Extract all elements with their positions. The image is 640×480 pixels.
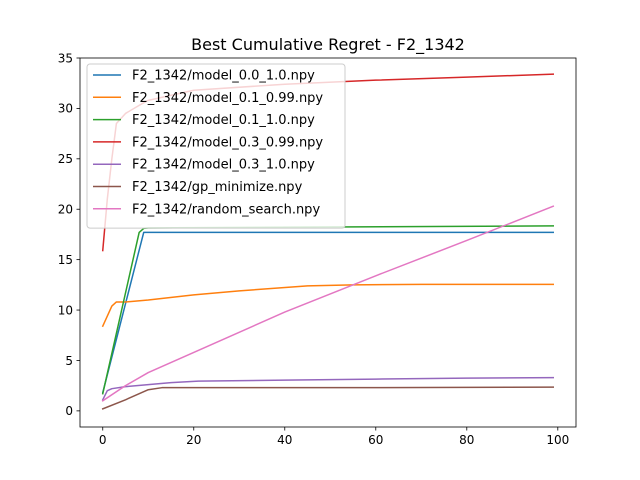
y-tick-label: 10 [58,303,73,317]
chart-title: Best Cumulative Regret - F2_1342 [191,35,465,55]
legend-label-4: F2_1342/model_0.3_1.0.npy [132,158,315,173]
legend-label-0: F2_1342/model_0.0_1.0.npy [132,69,315,84]
series-line-5 [101,386,555,410]
y-tick-label: 25 [58,152,73,166]
y-tick-label: 0 [65,404,73,418]
y-tick-label: 15 [58,253,73,267]
series-line-0 [101,231,554,394]
y-tick-label: 20 [58,203,73,217]
x-tick-label: 20 [186,433,201,447]
x-tick-label: 40 [277,433,292,447]
legend-label-2: F2_1342/model_0.1_1.0.npy [132,113,315,128]
legend-label-6: F2_1342/random_search.npy [132,202,320,217]
legend: F2_1342/model_0.0_1.0.npy F2_1342/model_0… [86,63,346,229]
y-tick-label: 35 [58,51,73,65]
x-tick-label: 100 [546,433,569,447]
axes: 0 20 40 60 80 100 0 5 10 15 20 25 30 35 [58,51,577,447]
y-tick-label: 5 [65,354,73,368]
legend-box [86,63,346,229]
x-tick-label: 80 [459,433,474,447]
x-tick-label: 60 [368,433,383,447]
x-tick-label: 0 [99,433,107,447]
series-line-1 [101,283,554,328]
legend-label-3: F2_1342/model_0.3_0.99.npy [132,135,323,150]
series-line-6 [101,205,555,402]
y-tick-label: 30 [58,102,73,116]
axes-frame [79,57,577,428]
series-line-4 [101,376,555,401]
legend-label-5: F2_1342/gp_minimize.npy [132,180,303,195]
legend-label-1: F2_1342/model_0.1_0.99.npy [132,91,323,106]
